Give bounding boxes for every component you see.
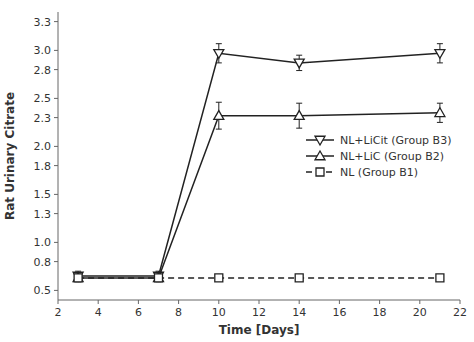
legend-marker: [315, 136, 325, 145]
y-tick: [54, 117, 58, 118]
point: [73, 273, 83, 282]
point: [436, 274, 444, 282]
y-tick: [54, 69, 58, 70]
point: [214, 111, 224, 120]
y-tick-label: 2.5: [34, 92, 52, 105]
plot-area: [73, 44, 445, 282]
x-tick: [58, 300, 59, 304]
x-tick-label: 12: [252, 306, 266, 319]
legend-label: NL+LiCit (Group B3): [340, 134, 451, 147]
series-line: [78, 277, 440, 279]
x-tick: [138, 300, 139, 304]
y-tick: [54, 146, 58, 147]
x-tick: [379, 300, 380, 304]
x-tick-label: 8: [175, 306, 182, 319]
point: [294, 111, 304, 120]
y-tick: [54, 165, 58, 166]
x-tick-label: 16: [332, 306, 346, 319]
y-tick-label: 2.8: [34, 64, 52, 77]
y-tick: [54, 194, 58, 195]
y-tick: [54, 213, 58, 214]
y-tick-label: 1.8: [34, 160, 52, 173]
y-tick-label: 1.5: [34, 188, 52, 201]
x-tick-label: 2: [55, 306, 62, 319]
x-tick-label: 18: [373, 306, 387, 319]
point: [294, 59, 304, 68]
legend-label: NL (Group B1): [340, 166, 418, 179]
background: [0, 0, 474, 342]
x-tick-label: 22: [453, 306, 467, 319]
y-tick: [54, 290, 58, 291]
x-tick: [259, 300, 260, 304]
y-tick-label: 1.0: [34, 236, 52, 249]
series: [73, 44, 445, 281]
y-tick: [54, 50, 58, 51]
x-tick-label: 10: [212, 306, 226, 319]
point: [295, 274, 303, 282]
x-tick: [460, 300, 461, 304]
x-tick-label: 4: [95, 306, 102, 319]
point: [435, 50, 445, 59]
y-tick-label: 3.0: [34, 44, 52, 57]
x-tick-label: 20: [413, 306, 427, 319]
x-tick-label: 14: [292, 306, 306, 319]
point: [214, 50, 224, 59]
x-tick: [98, 300, 99, 304]
error-bar: [156, 274, 162, 282]
legend-marker: [315, 151, 325, 160]
legend-label: NL+LiC (Group B2): [340, 150, 444, 163]
series-line: [78, 53, 440, 276]
point: [435, 108, 445, 117]
y-axis-line: [58, 12, 59, 300]
x-tick: [299, 300, 300, 304]
x-tick: [218, 300, 219, 304]
axes: 2 4 6 8 10 12 14 16 18 20 22 0.5 0.8 1.0 1.3 1.5 1.8 2.0 2…: [34, 12, 468, 319]
chart: 2 4 6 8 10 12 14 16 18 20 22 0.5 0.8 1.0 1.3 1.5 1.8 2.0 2…: [0, 0, 474, 342]
y-tick: [54, 98, 58, 99]
y-tick-label: 2.3: [34, 112, 52, 125]
x-tick: [339, 300, 340, 304]
y-axis-label: Rat Urinary Citrate: [3, 92, 17, 220]
x-tick: [419, 300, 420, 304]
error-bar: [75, 274, 81, 282]
series: [74, 274, 444, 282]
point: [74, 274, 82, 282]
series: [73, 102, 445, 282]
x-axis-label: Time [Days]: [219, 323, 300, 337]
point: [154, 273, 164, 282]
y-tick: [54, 21, 58, 22]
y-tick-label: 0.5: [34, 284, 52, 297]
point: [154, 272, 164, 281]
y-tick: [54, 261, 58, 262]
x-tick: [178, 300, 179, 304]
y-tick-label: 1.3: [34, 208, 52, 221]
point: [215, 274, 223, 282]
point: [73, 272, 83, 281]
y-tick-label: 2.0: [34, 140, 52, 153]
y-tick: [54, 242, 58, 243]
y-tick-label: 0.8: [34, 256, 52, 269]
x-tick-label: 6: [135, 306, 142, 319]
legend: NL+LiCit (Group B3) NL+LiC (Group B2) NL (…: [306, 134, 451, 179]
legend-marker: [316, 168, 324, 176]
point: [155, 274, 163, 282]
y-tick-label: 3.3: [34, 16, 52, 29]
